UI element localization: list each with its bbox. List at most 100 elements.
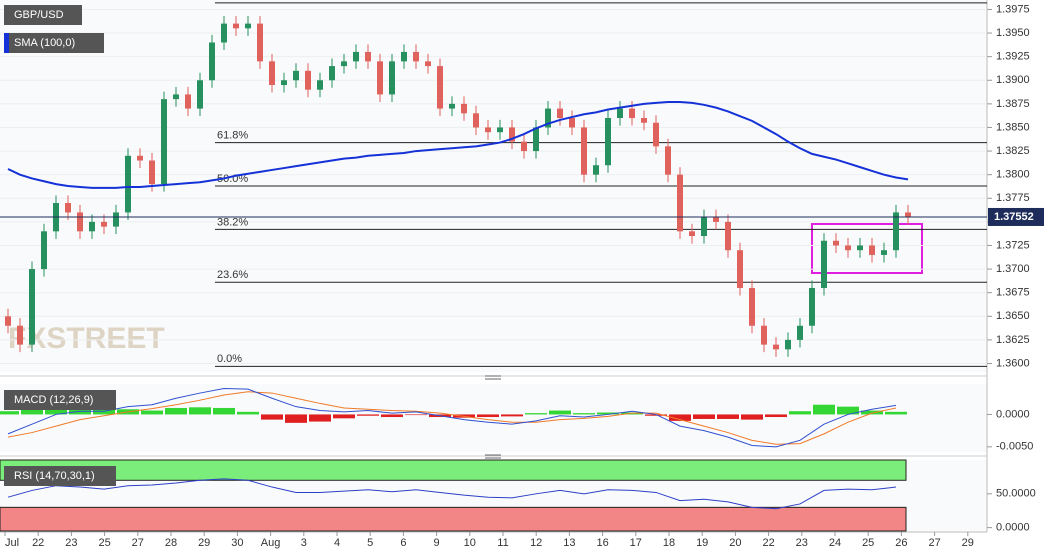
y-tick-label: 1.3925	[996, 51, 1030, 63]
candle-body	[773, 344, 779, 350]
y-tick-label: 1.3825	[996, 145, 1030, 157]
macd-histogram-bar	[237, 411, 259, 415]
macd-panel	[0, 384, 987, 452]
macd-histogram-bar	[309, 414, 331, 422]
candle-body	[185, 94, 191, 109]
candle-body	[65, 202, 71, 213]
candle-body	[29, 269, 35, 345]
candle-body	[761, 325, 767, 345]
x-tick-label: 20	[729, 537, 741, 549]
y-tick-label: 0.0000	[996, 522, 1030, 534]
candle-body	[581, 127, 587, 175]
candle-body	[653, 122, 659, 147]
candle-body	[845, 245, 851, 251]
x-tick-label: 29	[198, 537, 210, 549]
fib-label: 38.2%	[217, 216, 248, 228]
macd-histogram-bar	[597, 412, 619, 415]
x-tick-label: 5	[367, 537, 373, 549]
x-tick-label: 13	[563, 537, 575, 549]
fib-label: 0.0%	[217, 353, 242, 365]
candle-body	[809, 287, 815, 326]
y-tick-label: 1.3775	[996, 192, 1030, 204]
candle-body	[161, 99, 167, 185]
candle-body	[893, 212, 899, 251]
macd-histogram-bar	[69, 406, 91, 415]
x-tick-label: 23	[65, 537, 77, 549]
candle-body	[473, 113, 479, 128]
candle-body	[713, 217, 719, 222]
macd-histogram-bar	[741, 414, 763, 420]
x-tick-label: 23	[796, 537, 808, 549]
x-tick-label: 27	[132, 537, 144, 549]
y-tick-label: 1.3900	[996, 74, 1030, 86]
x-tick-label: 29	[962, 537, 974, 549]
candle-body	[197, 80, 203, 109]
resize-handle[interactable]	[485, 454, 501, 459]
macd-histogram-bar	[381, 414, 403, 418]
macd-histogram-bar	[405, 414, 427, 416]
candle-body	[509, 127, 515, 142]
candle-body	[857, 245, 863, 251]
candle-body	[485, 127, 491, 133]
rsi-oversold-zone	[0, 506, 907, 532]
y-tick-label: 1.3850	[996, 121, 1030, 133]
candle-body	[533, 127, 539, 152]
legend-item[interactable]: SMA (100,0)	[4, 33, 104, 53]
candle-body	[257, 23, 263, 62]
macd-histogram-bar	[213, 407, 235, 415]
candle-body	[557, 108, 563, 119]
candle-body	[677, 174, 683, 232]
x-tick-label: 16	[596, 537, 608, 549]
candle-body	[269, 61, 275, 85]
x-tick-label: 26	[895, 537, 907, 549]
candle-body	[797, 325, 803, 340]
macd-histogram-bar	[333, 414, 355, 419]
x-tick-label: 9	[434, 537, 440, 549]
x-tick-label: 27	[928, 537, 940, 549]
candle-body	[569, 118, 575, 128]
x-tick-label: 12	[530, 537, 542, 549]
x-tick-label: 25	[862, 537, 874, 549]
price-tag	[988, 207, 1044, 226]
legend-item[interactable]: GBP/USD	[4, 5, 82, 25]
macd-histogram-bar	[837, 406, 859, 415]
x-tick-label: 30	[231, 537, 243, 549]
candle-body	[209, 42, 215, 81]
x-tick-label: 25	[98, 537, 110, 549]
macd-histogram-bar	[885, 411, 907, 415]
candle-body	[449, 103, 455, 109]
candle-body	[41, 231, 47, 270]
candle-body	[725, 221, 731, 251]
y-tick-label: 50.0000	[996, 488, 1036, 500]
y-tick-label: 1.3600	[996, 357, 1030, 369]
macd-histogram-bar	[93, 409, 115, 415]
legend-label: GBP/USD	[14, 9, 64, 21]
resize-handle[interactable]	[485, 375, 501, 380]
macd-histogram-bar	[141, 410, 163, 415]
macd-histogram-bar	[813, 404, 835, 415]
y-tick-label: 1.3875	[996, 98, 1030, 110]
macd-histogram-bar	[0, 411, 19, 415]
candle-body	[113, 212, 119, 227]
candle-body	[101, 221, 107, 227]
y-tick-label: 1.3725	[996, 239, 1030, 251]
y-tick-label: 1.3975	[996, 3, 1030, 15]
macd-histogram-bar	[765, 414, 787, 418]
sma-line	[7, 100, 909, 189]
candle-body	[461, 103, 467, 114]
y-tick-label: -0.0050	[996, 441, 1033, 453]
macd-signal-line	[7, 391, 897, 445]
x-tick-label: 22	[762, 537, 774, 549]
candle-body	[905, 212, 911, 218]
macd-histogram-bar	[669, 414, 691, 421]
legend-item[interactable]: MACD (12,26,9)	[4, 390, 116, 410]
candle-body	[377, 61, 383, 95]
candle-body	[329, 66, 335, 81]
candle-body	[173, 94, 179, 100]
legend-item[interactable]: RSI (14,70,30,1)	[4, 466, 116, 486]
candle-body	[17, 325, 23, 345]
x-tick-label: 24	[829, 537, 841, 549]
legend-label: RSI (14,70,30,1)	[14, 470, 95, 482]
x-tick-label: 6	[400, 537, 406, 549]
